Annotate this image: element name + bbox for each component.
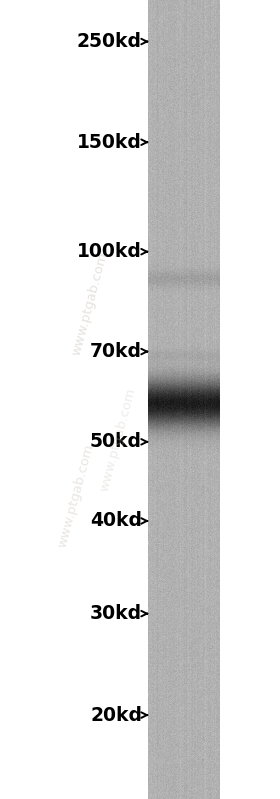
Text: www.ptgab.com: www.ptgab.com xyxy=(97,386,138,493)
Text: 100kd: 100kd xyxy=(77,242,142,261)
Text: 50kd: 50kd xyxy=(90,432,142,451)
Text: www.ptgab.com: www.ptgab.com xyxy=(69,250,110,357)
Text: 150kd: 150kd xyxy=(77,133,142,152)
Text: 30kd: 30kd xyxy=(90,604,142,623)
Text: 70kd: 70kd xyxy=(90,342,142,361)
Text: 40kd: 40kd xyxy=(90,511,142,531)
Text: 250kd: 250kd xyxy=(77,32,142,51)
Text: www.ptgab.com: www.ptgab.com xyxy=(55,442,96,549)
Text: 20kd: 20kd xyxy=(90,706,142,725)
